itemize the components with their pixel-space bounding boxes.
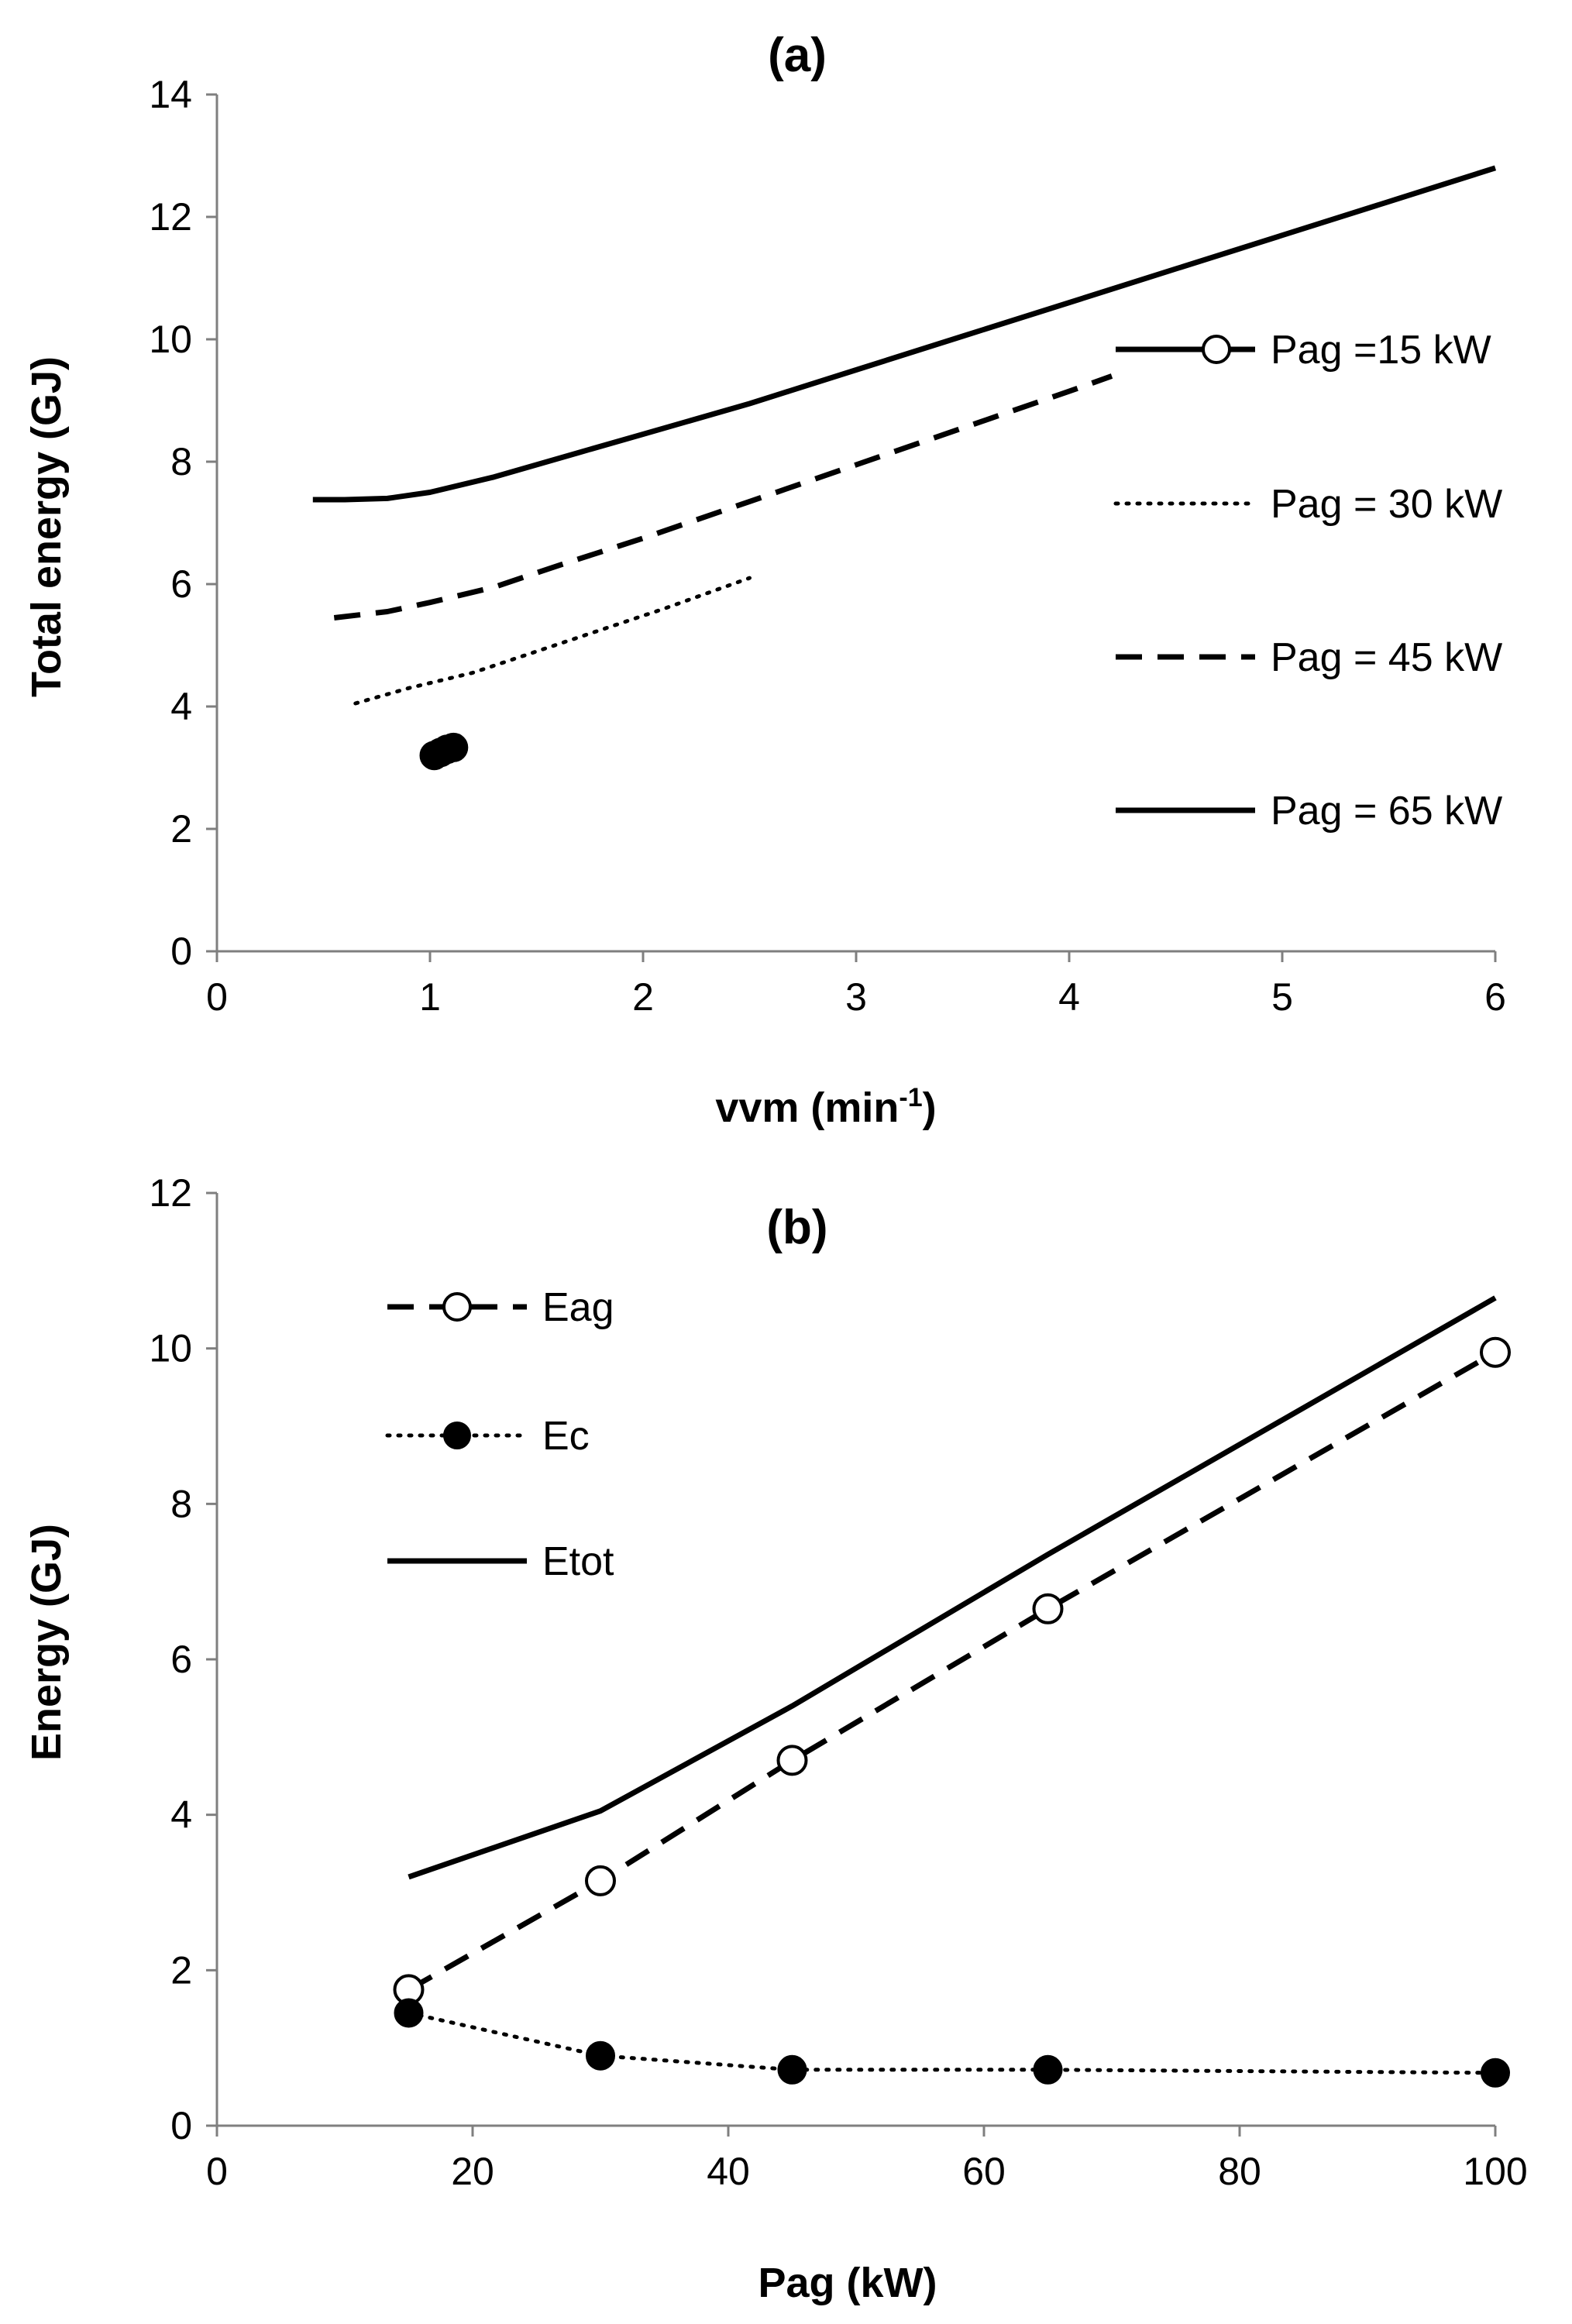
legend-label-ec: Ec [542,1414,590,1459]
x-tick-label: 80 [1218,2150,1261,2193]
data-point-ec [1033,2054,1063,2085]
legend-marker-ec [443,1422,471,1449]
x-tick-label: 100 [1463,2150,1527,2193]
x-tick-label: 4 [1058,975,1080,1019]
y-tick-label: 0 [170,930,192,973]
y-axis-label-a: Total energy (GJ) [23,356,70,697]
y-tick-label: 0 [170,2104,192,2147]
y-tick-label: 14 [149,73,192,116]
series-line-pag-45-kw [333,373,1113,621]
legend-marker-eag [442,1292,472,1322]
x-tick-label: 40 [707,2150,750,2193]
x-tick-label: 2 [632,975,654,1019]
data-point-eag [585,1865,616,1896]
x-tick-label: 3 [845,975,867,1019]
y-axis-label-b: Energy (GJ) [23,1524,70,1761]
legend-label-pag-30-kw: Pag = 30 kW [1271,482,1502,527]
legend-b: Eag Ec Etot [385,1285,614,1584]
y-tick-label: 2 [170,807,192,851]
x-axis-label-a-superscript: -1 [899,1083,922,1112]
series-layer-b [393,1295,1511,2088]
y-tick-label: 6 [170,1638,192,1681]
series-layer-a [312,165,1497,771]
x-tick-label: 6 [1484,975,1506,1019]
y-tick-label: 8 [170,1482,192,1525]
x-tick-label: 1 [419,975,441,1019]
series-line-pag-65-kw [312,165,1497,503]
data-point-ec [586,2040,615,2071]
legend-a: Pag =15 kW Pag = 30 kW Pag = 45 kW Pag = 65… [1113,328,1502,834]
data-point-ec [777,2054,807,2085]
x-tick-label: 20 [451,2150,494,2193]
y-tick-label: 4 [170,1793,192,1837]
chart-panel-b: (b) Energy (GJ) Pag (kW) 0 2 4 6 8 10 12 0 20 40 6… [23,1171,1528,2306]
x-axis-label-a-main: vvm (min [715,1085,899,1131]
data-point-pag-15-kw [439,732,469,762]
y-tick-label: 10 [149,1327,192,1370]
y-tick-label: 2 [170,1948,192,1992]
series-line-eag [407,1349,1497,1992]
x-axis-label-a-suffix: ) [923,1085,937,1131]
y-tick-label: 6 [170,562,192,606]
y-tick-label: 8 [170,440,192,483]
x-tick-label: 0 [206,975,228,1019]
axes-b: 0 2 4 6 8 10 12 0 20 40 60 80 100 [149,1171,1527,2193]
legend-label-eag: Eag [542,1285,614,1330]
data-point-eag [1480,1336,1511,1368]
data-point-ec [394,1998,424,2028]
legend-label-pag-45-kw: Pag = 45 kW [1271,635,1502,680]
data-point-eag [776,1745,808,1776]
y-tick-label: 12 [149,1171,192,1215]
x-tick-label: 60 [962,2150,1006,2193]
legend-marker-pag-15-kw [1202,335,1231,364]
data-point-ec [1481,2058,1510,2088]
legend-label-pag-15-kw: Pag =15 kW [1271,328,1491,373]
y-tick-label: 12 [149,195,192,239]
x-tick-label: 0 [206,2150,228,2193]
chart-title-a: (a) [768,29,827,82]
y-tick-label: 4 [170,685,192,728]
y-tick-label: 10 [149,318,192,361]
chart-panel-a: (a) Total energy (GJ) vvm (min-1) 0 2 4 6 8 1… [23,29,1506,1131]
series-line-pag-30-kw [353,576,752,706]
chart-title-b: (b) [766,1201,827,1254]
data-point-eag [1032,1593,1064,1624]
legend-label-pag-65-kw: Pag = 65 kW [1271,789,1502,834]
x-axis-label-a: vvm (min-1) [715,1083,936,1131]
x-tick-label: 5 [1271,975,1293,1019]
x-axis-label-b: Pag (kW) [758,2260,937,2306]
legend-label-etot: Etot [542,1539,614,1584]
series-line-etot [408,1295,1497,1880]
